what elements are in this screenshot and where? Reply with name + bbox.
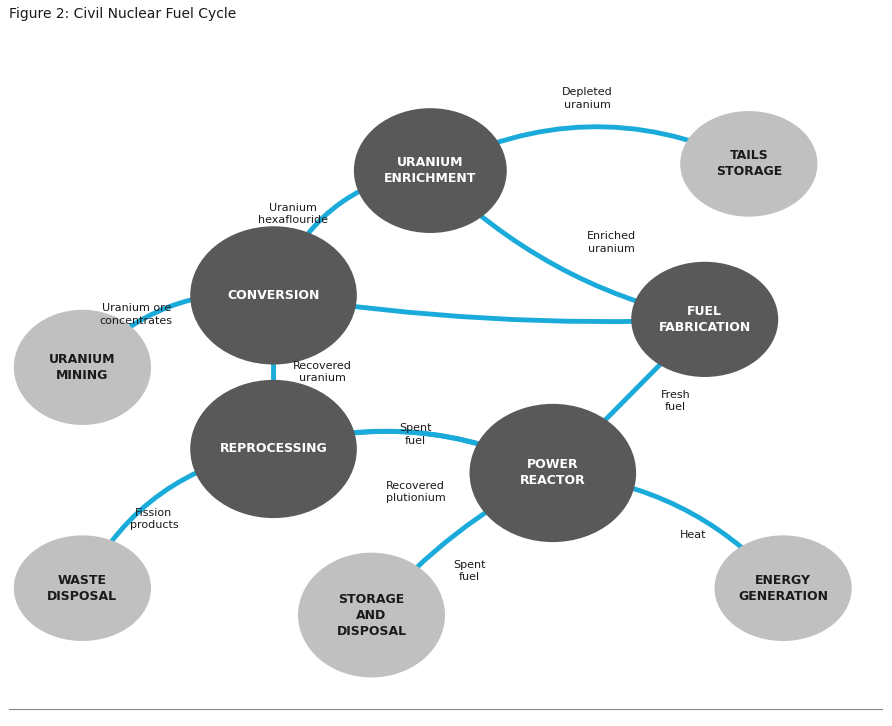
Text: FUEL
FABRICATION: FUEL FABRICATION	[658, 305, 751, 334]
Ellipse shape	[681, 111, 817, 216]
Ellipse shape	[714, 535, 852, 641]
Text: URANIUM
MINING: URANIUM MINING	[49, 353, 116, 382]
Text: ENERGY
GENERATION: ENERGY GENERATION	[738, 574, 828, 603]
Text: Uranium ore
concentrates: Uranium ore concentrates	[100, 303, 173, 326]
Text: URANIUM
ENRICHMENT: URANIUM ENRICHMENT	[384, 156, 476, 185]
Text: Recovered
uranium: Recovered uranium	[293, 361, 352, 383]
Text: Figure 2: Civil Nuclear Fuel Cycle: Figure 2: Civil Nuclear Fuel Cycle	[9, 7, 236, 21]
Ellipse shape	[469, 404, 636, 542]
Text: Spent
fuel: Spent fuel	[400, 423, 432, 446]
Text: STORAGE
AND
DISPOSAL: STORAGE AND DISPOSAL	[336, 592, 407, 637]
Text: Fresh
fuel: Fresh fuel	[660, 390, 690, 412]
Ellipse shape	[632, 262, 778, 377]
Ellipse shape	[354, 108, 507, 233]
Text: REPROCESSING: REPROCESSING	[219, 442, 327, 455]
Text: Uranium
hexaflouride: Uranium hexaflouride	[258, 203, 328, 225]
Text: Enriched
uranium: Enriched uranium	[587, 232, 636, 254]
Ellipse shape	[190, 380, 357, 518]
Ellipse shape	[298, 552, 445, 677]
Text: Heat: Heat	[680, 531, 706, 540]
Ellipse shape	[190, 227, 357, 364]
Ellipse shape	[13, 310, 151, 425]
Text: WASTE
DISPOSAL: WASTE DISPOSAL	[47, 574, 118, 603]
Text: Recovered
plutionium: Recovered plutionium	[385, 481, 445, 503]
Text: Depleted
uranium: Depleted uranium	[562, 87, 613, 110]
Text: TAILS
STORAGE: TAILS STORAGE	[715, 150, 782, 179]
Text: POWER
REACTOR: POWER REACTOR	[520, 459, 586, 487]
Text: Fission
products: Fission products	[129, 508, 178, 530]
Ellipse shape	[13, 535, 151, 641]
Text: CONVERSION: CONVERSION	[227, 289, 319, 302]
Text: Spent
fuel: Spent fuel	[453, 560, 486, 582]
